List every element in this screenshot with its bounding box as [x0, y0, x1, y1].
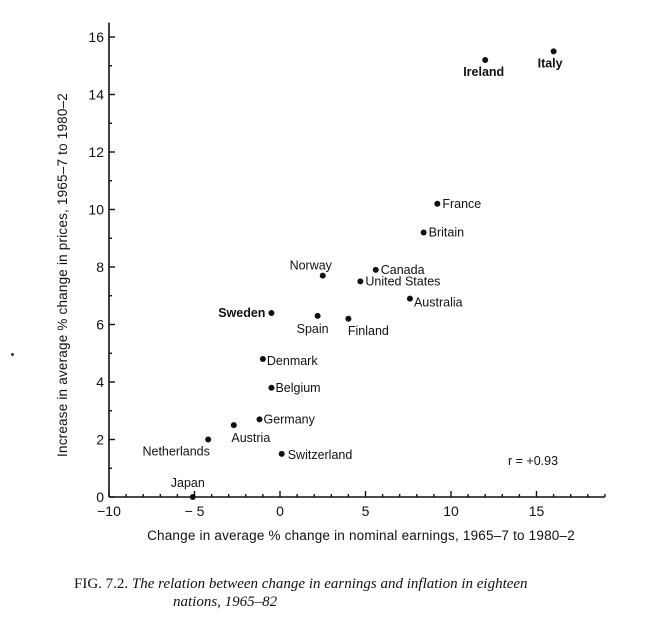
data-point	[314, 312, 321, 319]
data-point	[268, 310, 275, 316]
y-tick-label: 16	[88, 29, 104, 45]
point-label: Britain	[429, 226, 464, 240]
y-tick-label: 6	[96, 317, 104, 333]
point-label: Netherlands	[142, 445, 209, 459]
caption-line-2: nations, 1965–82	[173, 594, 278, 610]
x-tick-label: −10	[97, 503, 121, 519]
point-label: Austria	[231, 431, 270, 445]
caption-fig-number: FIG. 7.2.	[74, 576, 129, 592]
point-label: Sweden	[218, 306, 265, 320]
y-tick-label: 10	[88, 202, 104, 218]
data-point	[372, 266, 379, 273]
points: Italy Ireland France Britain Canada Norway Uni…	[142, 48, 563, 500]
point-label: Belgium	[275, 381, 320, 395]
point-label: Norway	[290, 259, 333, 273]
data-point	[259, 356, 266, 362]
point-label: Canada	[381, 263, 425, 277]
data-point	[482, 57, 489, 63]
data-point	[420, 229, 427, 236]
stray-mark	[11, 353, 14, 356]
point-label: Finland	[348, 324, 389, 338]
x-tick-label: 0	[276, 503, 284, 519]
data-point	[268, 384, 275, 391]
data-point	[550, 48, 557, 55]
data-point	[357, 278, 364, 285]
data-point	[345, 315, 352, 322]
x-tick-label: − 5	[185, 503, 205, 519]
data-point	[230, 422, 237, 429]
point-label: Australia	[414, 296, 463, 310]
point-label: Germany	[263, 412, 315, 426]
y-tick-label: 2	[96, 432, 104, 448]
x-tick-label: 15	[529, 503, 545, 519]
point-label: United States	[365, 274, 440, 288]
data-point	[319, 272, 326, 279]
ticks: 0 2 4 6 8 10 12 14 16 −10 − 5 0 5 10 15	[88, 29, 606, 519]
point-label: Spain	[297, 322, 329, 336]
axes	[108, 22, 605, 498]
point-label: France	[442, 197, 481, 211]
point-label: Ireland	[463, 65, 504, 79]
point-label: Switzerland	[288, 448, 353, 462]
y-tick-label: 8	[96, 259, 104, 275]
figure-caption: FIG. 7.2. The relation between change in…	[74, 575, 634, 611]
data-point	[406, 295, 413, 302]
data-point	[205, 436, 212, 443]
y-tick-label: 12	[88, 144, 104, 160]
x-tick-label: 10	[443, 503, 459, 519]
y-axis-label: Increase in average % change in prices, …	[55, 93, 70, 457]
scatter-chart: 0 2 4 6 8 10 12 14 16 −10 − 5 0 5 10 15 Italy Ireland Fr…	[55, 22, 606, 543]
point-label: Denmark	[267, 354, 318, 368]
y-tick-label: 14	[88, 87, 104, 103]
data-point	[278, 450, 285, 457]
data-point	[189, 494, 196, 500]
y-tick-label: 4	[96, 374, 104, 390]
x-tick-label: 5	[362, 503, 370, 519]
data-point	[256, 416, 263, 423]
correlation-annotation: r = +0.93	[508, 454, 558, 468]
x-axis-label: Change in average % change in nominal ea…	[147, 528, 575, 543]
y-tick-label: 0	[96, 489, 104, 505]
point-label: Italy	[538, 56, 563, 70]
data-point	[434, 200, 441, 207]
caption-line-1: FIG. 7.2. The relation between change in…	[74, 575, 634, 593]
point-label: Japan	[171, 476, 205, 490]
caption-text: The relation between change in earnings …	[131, 576, 528, 592]
